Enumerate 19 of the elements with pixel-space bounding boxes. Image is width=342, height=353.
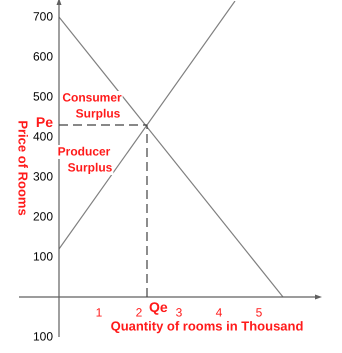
x-axis-title: Quantity of rooms in Thousand [110,318,304,334]
y-tick-label: 100 [32,329,54,344]
y-tick-label: 100 [32,249,54,264]
x-tick-label: 5 [256,305,263,320]
y-tick-label: Pe [36,114,54,130]
y-tick-label: 300 [32,169,54,184]
y-tick-label: 600 [32,49,54,64]
y-tick-label: 400 [32,129,54,144]
y-tick-label: 200 [32,209,54,224]
x-tick-label: 3 [176,305,183,320]
y-axis-title: Price of Rooms [15,120,30,216]
y-tick-label: 700 [32,9,54,24]
x-tick-label: 1 [96,305,103,320]
x-tick-label: 4 [216,305,223,320]
x-tick-label: 2 [136,305,143,320]
annotation: Qe [149,298,168,315]
annotation: Producer Surplus [58,144,113,174]
y-tick-label: 500 [32,89,54,104]
annotation: Consumer Surplus [62,90,122,120]
